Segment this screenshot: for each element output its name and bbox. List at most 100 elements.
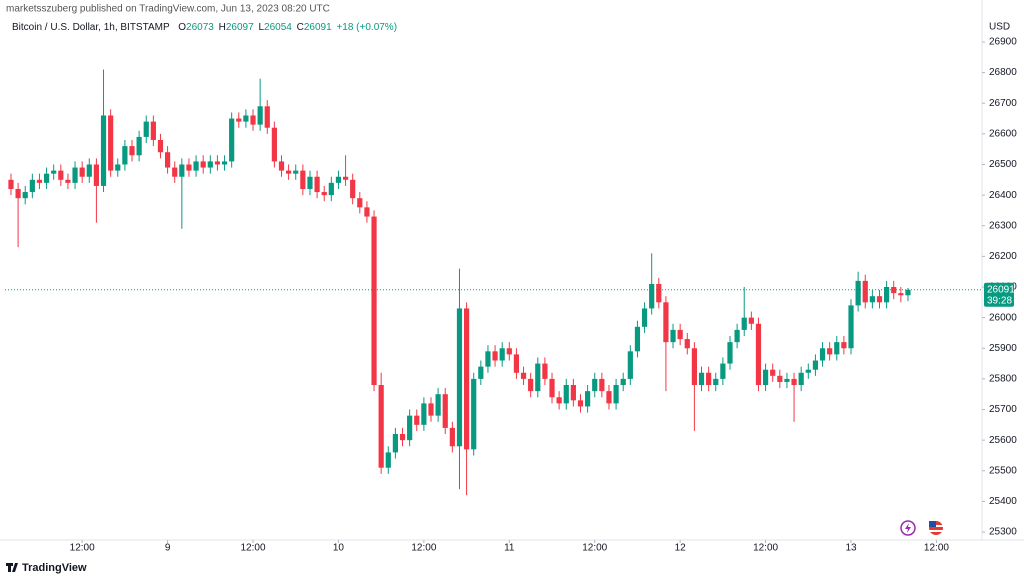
candle-body [172, 167, 178, 177]
candle-body [812, 360, 819, 370]
candle [720, 357, 726, 386]
flag-icon[interactable] [929, 521, 943, 535]
candle [115, 158, 121, 177]
candle [791, 372, 797, 422]
candle-body [684, 339, 690, 349]
candle [186, 158, 192, 177]
y-tick-label: 25500 [989, 465, 1017, 476]
candle-body [100, 115, 107, 186]
alert-icon[interactable] [900, 520, 916, 536]
candle-body [342, 176, 349, 180]
ohlc-value: 26054 [264, 22, 292, 33]
candle-body [328, 182, 334, 196]
candle [748, 311, 754, 330]
x-tick-label: 12:00 [70, 543, 95, 554]
candle-body [741, 317, 747, 330]
x-tick-label: 13 [845, 543, 857, 554]
candle [634, 320, 641, 358]
candle-body [250, 115, 256, 125]
candle [179, 158, 185, 229]
x-tick-label: 12:00 [411, 543, 436, 554]
candle-body [22, 192, 28, 199]
candle [827, 342, 833, 361]
candle [841, 336, 847, 355]
candle-body [357, 198, 363, 208]
candle-body [627, 351, 633, 379]
candle [371, 210, 377, 392]
candle [563, 378, 569, 410]
candle [698, 366, 705, 392]
candle-body [278, 161, 285, 171]
candle [136, 130, 142, 162]
candle [684, 332, 690, 355]
y-tick-label: 25300 [989, 527, 1017, 538]
candle-body [143, 121, 149, 137]
candle-body [421, 403, 427, 425]
candle [577, 394, 584, 413]
x-tick-label: 12 [675, 543, 687, 554]
candle-body [314, 176, 320, 193]
flag-canton [929, 521, 936, 527]
candle-body [93, 164, 100, 186]
candle [884, 280, 890, 309]
candle-body [770, 369, 776, 376]
candle [399, 427, 406, 447]
candle [108, 109, 114, 177]
candle-body [385, 452, 391, 468]
candle-body [848, 305, 854, 349]
brand-logo [6, 563, 18, 572]
candle-body [335, 176, 342, 183]
candle [592, 372, 598, 398]
y-tick-label: 26600 [989, 128, 1017, 139]
candle [278, 155, 285, 177]
y-tick-label: 25800 [989, 374, 1017, 385]
candle-body [528, 378, 534, 392]
x-tick-label: 12:00 [241, 543, 266, 554]
candle [407, 409, 413, 447]
candle-body [321, 192, 327, 196]
candle [314, 170, 320, 199]
last-price-label: 26091 [987, 284, 1015, 295]
candle-body [599, 378, 605, 392]
candle-body [677, 329, 683, 340]
legend: Bitcoin / U.S. Dollar, 1h, BITSTAMP O260… [12, 22, 397, 33]
candle-body [520, 372, 527, 379]
countdown: 39:28 [987, 295, 1012, 306]
candle [627, 345, 633, 386]
candle-body [727, 342, 733, 364]
candle [506, 342, 512, 361]
candle [229, 112, 235, 168]
candle-body [221, 161, 228, 165]
candle [456, 268, 463, 490]
candle [65, 173, 71, 189]
brand[interactable]: TradingView [6, 562, 87, 574]
brand-name: TradingView [22, 562, 87, 574]
candle-body [164, 152, 171, 168]
candle-body [876, 296, 883, 303]
candle-body [442, 394, 448, 428]
candle-body [243, 115, 249, 122]
candle-body [15, 188, 21, 199]
candle-body [293, 170, 299, 174]
candle-body [620, 378, 626, 386]
candle [207, 155, 213, 174]
ohlc-value: 26091 [304, 22, 332, 33]
candle [307, 170, 313, 196]
candle-body [798, 372, 804, 386]
candle-body [136, 136, 142, 156]
candle-body [606, 391, 612, 404]
candle [834, 336, 840, 361]
candle-body [364, 207, 370, 217]
candle-body [506, 348, 512, 355]
candle-body [300, 170, 306, 189]
candle-body [791, 378, 797, 386]
ohlc-label: C [297, 22, 304, 33]
candle [741, 286, 747, 337]
candle-body [51, 170, 57, 174]
candle-body [407, 415, 413, 441]
candle-body [670, 329, 676, 343]
ohlc-label: L [258, 22, 264, 33]
candle [656, 277, 662, 309]
candle-body [449, 427, 455, 447]
candle [421, 397, 427, 431]
